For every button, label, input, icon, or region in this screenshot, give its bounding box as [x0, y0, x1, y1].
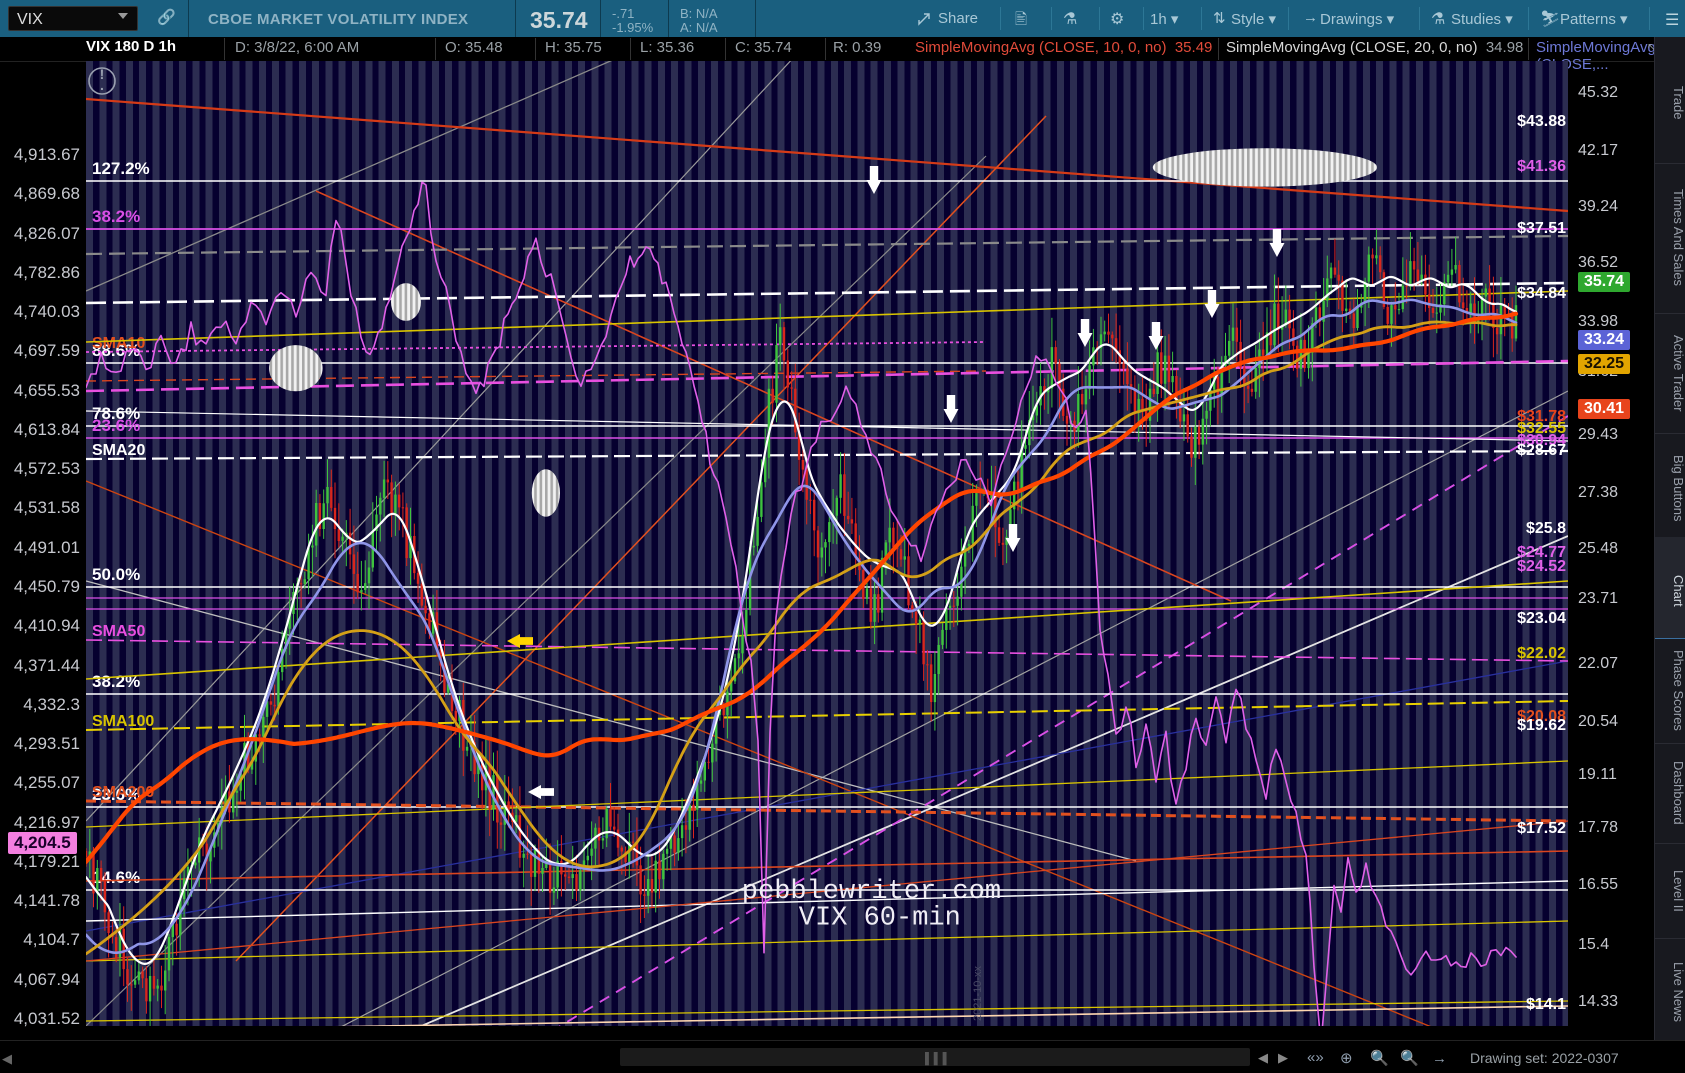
svg-text:2021-10-xx: 2021-10-xx [972, 965, 984, 1021]
svg-text:SMA100: SMA100 [92, 713, 154, 730]
svg-text:SMA10: SMA10 [92, 335, 145, 352]
svg-text:VIX 60-min: VIX 60-min [799, 904, 961, 934]
svg-text:pebblewriter.com: pebblewriter.com [742, 877, 1001, 907]
svg-text:38.2%: 38.2% [92, 672, 140, 691]
svg-text:50.0%: 50.0% [92, 565, 140, 584]
svg-text:23.6%: 23.6% [92, 416, 140, 435]
svg-text:SMA20: SMA20 [92, 442, 145, 459]
svg-text:14.6%: 14.6% [92, 868, 140, 887]
svg-text:.: . [100, 77, 104, 93]
svg-text:38.2%: 38.2% [92, 207, 140, 226]
svg-text:SMA50: SMA50 [92, 623, 145, 640]
svg-text:127.2%: 127.2% [92, 159, 150, 178]
